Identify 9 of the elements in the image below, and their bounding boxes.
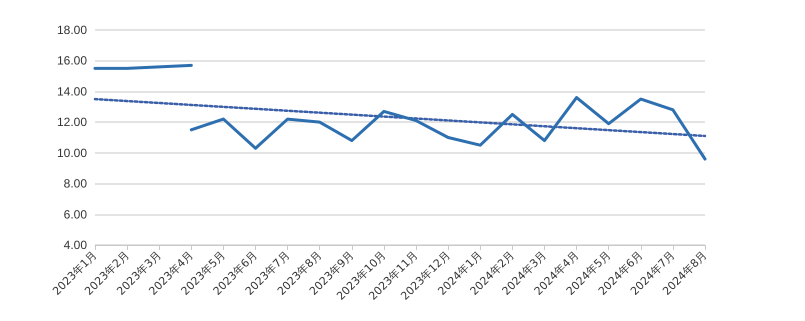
- y-tick-label: 12.00: [56, 115, 88, 130]
- y-tick-label: 14.00: [56, 84, 88, 98]
- y-tick-label: 8.00: [64, 176, 88, 191]
- y-tick-label: 10.00: [56, 146, 88, 160]
- y-tick-label: 6.00: [64, 207, 88, 222]
- line-series: [190, 96, 706, 160]
- y-tick-label: 18.00: [56, 23, 88, 37]
- y-tick-label: 16.00: [56, 54, 88, 68]
- y-tick-label: 4.00: [64, 238, 88, 252]
